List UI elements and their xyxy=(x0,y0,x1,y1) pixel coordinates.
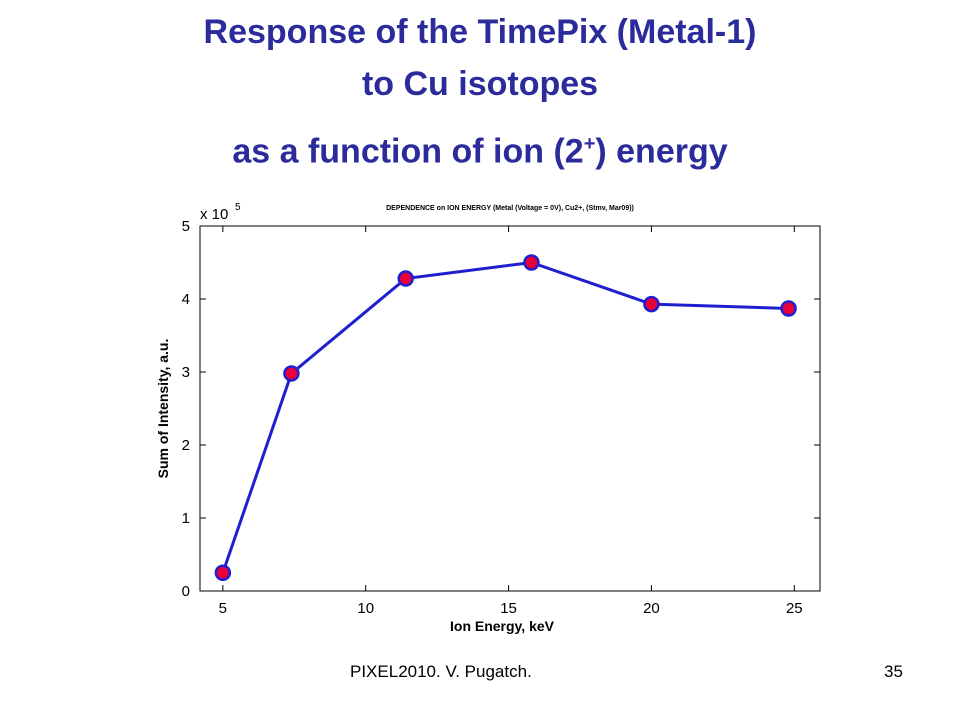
y-tick-label: 0 xyxy=(182,583,190,600)
series-line xyxy=(221,260,789,574)
data-point xyxy=(214,564,232,581)
data-point xyxy=(643,295,660,313)
y-tick-label: 3 xyxy=(182,364,190,381)
title-line3-suffix: ) energy xyxy=(595,132,728,171)
y-tick-label: 4 xyxy=(182,291,190,308)
y-axis-label: Sum of Intensity, a.u. xyxy=(155,339,171,479)
y-axis-multiplier: x 10 xyxy=(200,206,228,223)
axes-box xyxy=(199,225,821,592)
slide-title-line-3: as a function of ion (2+) energy xyxy=(0,124,960,171)
data-point xyxy=(397,270,414,287)
x-tick-label: 20 xyxy=(643,600,660,617)
line-chart: DEPENDENCE on ION ENERGY (Metal (Voltage… xyxy=(155,202,821,634)
slide-title-line-2: to Cu isotopes xyxy=(361,65,599,103)
x-tick-label: 25 xyxy=(786,600,803,617)
chart-title: DEPENDENCE on ION ENERGY (Metal (Voltage… xyxy=(386,205,634,212)
page-number: 35 xyxy=(884,662,903,681)
y-tick-label: 2 xyxy=(182,437,190,454)
title-charge-superscript: + xyxy=(583,133,596,155)
data-point xyxy=(283,365,300,382)
title-line3-prefix: as a function of ion (2 xyxy=(232,132,584,171)
y-tick-label: 5 xyxy=(182,218,190,235)
y-axis-multiplier-exponent: 5 xyxy=(235,202,241,213)
x-tick-label: 15 xyxy=(500,600,517,617)
x-tick-label: 5 xyxy=(219,600,227,617)
x-axis-label: Ion Energy, keV xyxy=(450,618,555,634)
slide-title-line-1: Response of the TimePix (Metal-1) xyxy=(203,13,757,51)
y-tick-label: 1 xyxy=(182,510,190,527)
x-tick-label: 10 xyxy=(357,600,374,617)
footer-credit: PIXEL2010. V. Pugatch. xyxy=(350,662,532,681)
data-point xyxy=(780,300,797,317)
data-point xyxy=(523,254,540,271)
